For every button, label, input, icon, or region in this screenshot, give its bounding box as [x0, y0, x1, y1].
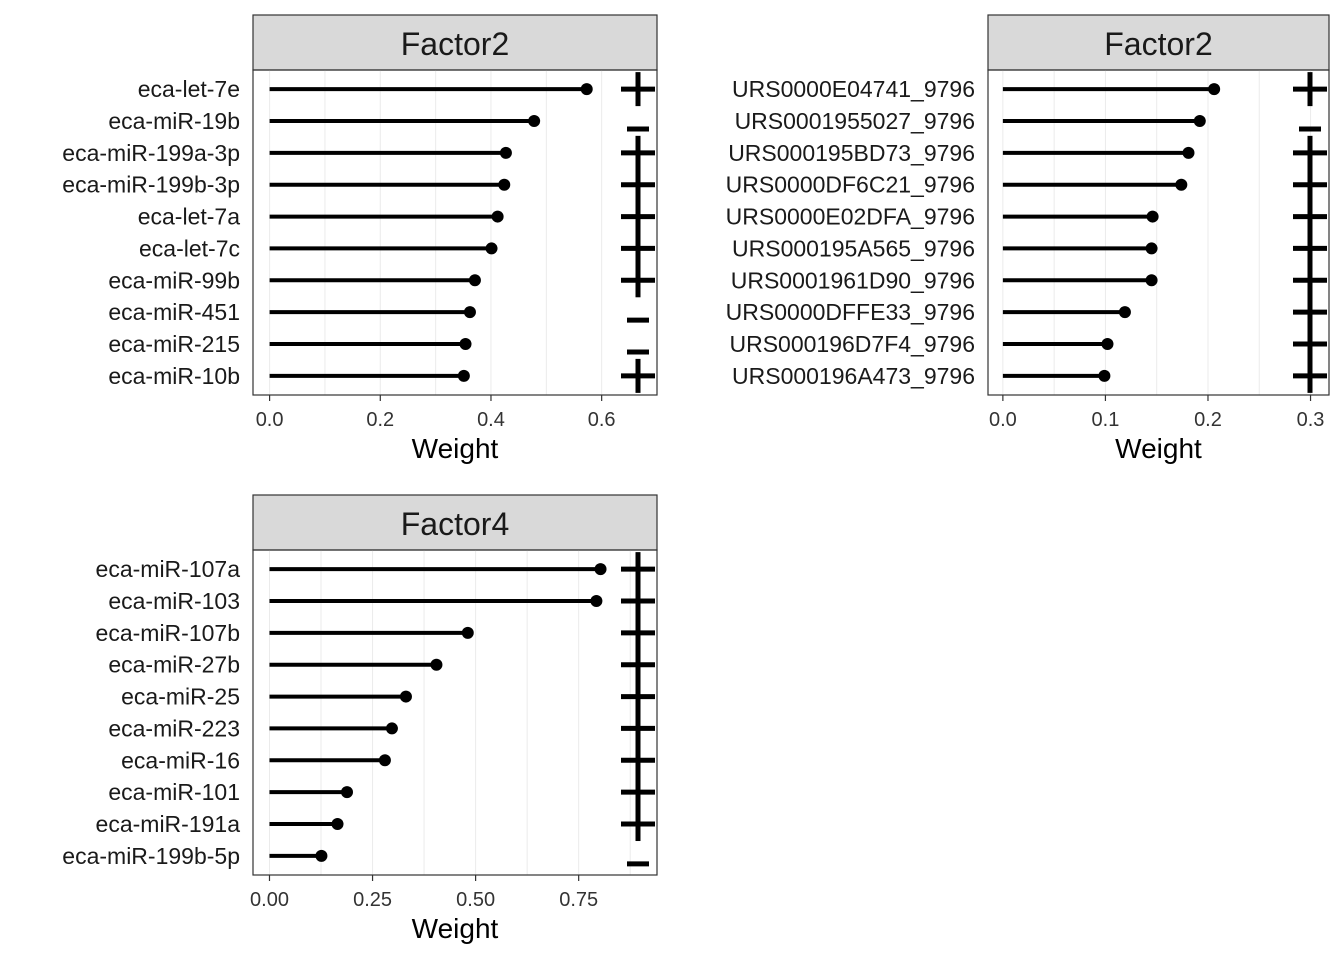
lollipop-point	[399, 690, 412, 703]
lollipop-point	[580, 83, 593, 96]
lollipop-point	[378, 754, 391, 767]
lollipop-marks	[269, 72, 655, 393]
category-label: URS0000E04741_9796	[732, 76, 975, 102]
panel-border	[252, 69, 658, 396]
category-labels: eca-miR-107a eca-miR-103 eca-miR-107b eca-m…	[62, 556, 240, 869]
category-label: eca-miR-199a-3p	[62, 140, 240, 166]
lollipop-point	[485, 242, 498, 255]
category-label: URS0000DF6C21_9796	[726, 172, 975, 198]
category-label: eca-miR-19b	[108, 108, 240, 134]
x-tick-label: 0.2	[366, 409, 394, 431]
category-label: eca-miR-223	[108, 715, 240, 741]
lollipop-point	[1145, 242, 1158, 255]
category-label: URS0001961D90_9796	[731, 267, 975, 293]
lollipop-point	[459, 338, 472, 351]
factor2-urs-panel: Factor2 URS0000E04741_9796 URS0001955027_…	[726, 14, 1330, 464]
category-label: eca-miR-10b	[108, 363, 240, 389]
x-tick-label: 0.0	[256, 409, 284, 431]
lollipop-point	[594, 563, 607, 576]
lollipop-point	[499, 146, 512, 159]
x-tick-label: 0.6	[588, 409, 616, 431]
lollipop-point	[1098, 369, 1111, 382]
category-label: URS000196A473_9796	[732, 363, 975, 389]
category-label: URS000195A565_9796	[732, 235, 975, 261]
category-label: eca-miR-103	[108, 588, 240, 614]
grid-lines	[269, 70, 658, 395]
x-axis: 0.00 0.25 0.50 0.75	[250, 875, 598, 911]
x-axis: 0.0 0.1 0.2 0.3	[989, 395, 1324, 431]
category-label: eca-let-7a	[138, 204, 240, 230]
factor2-mirna-panel: Factor2 eca-let-7e eca-miR-19b eca-miR-199…	[62, 14, 658, 464]
category-label: eca-miR-215	[108, 331, 240, 357]
x-tick-label: 0.75	[559, 889, 598, 911]
x-tick-label: 0.4	[477, 409, 505, 431]
category-label: eca-miR-16	[121, 747, 240, 773]
lollipop-point	[1182, 146, 1195, 159]
lollipop-point	[498, 178, 511, 191]
grid-lines	[268, 550, 631, 875]
category-label: eca-miR-191a	[96, 811, 241, 837]
lollipop-point	[461, 626, 474, 639]
lollipop-point	[1101, 338, 1114, 351]
x-axis: 0.0 0.2 0.4 0.6	[256, 395, 616, 431]
lollipop-point	[1145, 274, 1158, 287]
x-tick-label: 0.25	[353, 889, 392, 911]
lollipop-point	[590, 594, 603, 607]
panel-border	[252, 549, 658, 876]
x-tick-label: 0.50	[456, 889, 495, 911]
x-axis-title: Weight	[1115, 433, 1202, 464]
lollipop-point	[385, 722, 398, 735]
strip-background	[252, 14, 658, 71]
lollipop-point	[1175, 178, 1188, 191]
category-labels: eca-let-7e eca-miR-19b eca-miR-199a-3p eca-…	[62, 76, 240, 389]
category-label: URS000195BD73_9796	[728, 140, 975, 166]
category-label: eca-let-7e	[138, 76, 240, 102]
category-label: eca-miR-107b	[96, 620, 240, 646]
x-tick-label: 0.0	[989, 409, 1017, 431]
category-label: eca-miR-25	[121, 684, 240, 710]
lollipop-point	[1118, 306, 1131, 319]
lollipop-marks	[269, 552, 655, 867]
category-label: eca-miR-107a	[96, 556, 241, 582]
lollipop-point	[491, 210, 504, 223]
x-tick-label: 0.2	[1194, 409, 1222, 431]
lollipop-point	[1208, 83, 1221, 96]
category-label: URS000196D7F4_9796	[729, 331, 975, 357]
lollipop-point	[468, 274, 481, 287]
category-label: eca-let-7c	[139, 235, 240, 261]
category-label: eca-miR-101	[108, 779, 240, 805]
lollipop-point	[315, 849, 328, 862]
lollipop-point	[528, 114, 541, 127]
panel-border	[987, 69, 1330, 396]
category-label: eca-miR-451	[108, 299, 240, 325]
strip-title: Factor4	[401, 506, 509, 542]
x-tick-label: 0.3	[1297, 409, 1325, 431]
strip-background	[987, 14, 1330, 71]
category-label: eca-miR-99b	[108, 267, 240, 293]
category-labels: URS0000E04741_9796 URS0001955027_9796 URS0…	[726, 76, 975, 389]
x-tick-label: 0.1	[1092, 409, 1120, 431]
lollipop-point	[430, 658, 443, 671]
lollipop-point	[463, 306, 476, 319]
category-label: URS0000DFFE33_9796	[726, 299, 975, 325]
lollipop-point	[457, 369, 470, 382]
strip-title: Factor2	[401, 26, 509, 62]
strip-title: Factor2	[1104, 26, 1212, 62]
category-label: URS0001955027_9796	[735, 108, 975, 134]
lollipop-point	[1146, 210, 1159, 223]
category-label: eca-miR-27b	[108, 652, 240, 678]
category-label: eca-miR-199b-3p	[62, 172, 240, 198]
x-axis-title: Weight	[412, 433, 499, 464]
x-tick-label: 0.00	[250, 889, 289, 911]
factor4-mirna-panel: Factor4 eca-miR-107aeca-miR-103eca-miR-1…	[62, 494, 658, 944]
lollipop-point	[1193, 114, 1206, 127]
category-label: eca-miR-199b-5p	[62, 843, 240, 869]
category-label: URS0000E02DFA_9796	[726, 204, 975, 230]
lollipop-marks	[1002, 72, 1327, 393]
grid-lines	[1002, 70, 1312, 395]
lollipop-point	[331, 818, 344, 831]
lollipop-point	[340, 786, 353, 799]
x-axis-title: Weight	[412, 913, 499, 944]
